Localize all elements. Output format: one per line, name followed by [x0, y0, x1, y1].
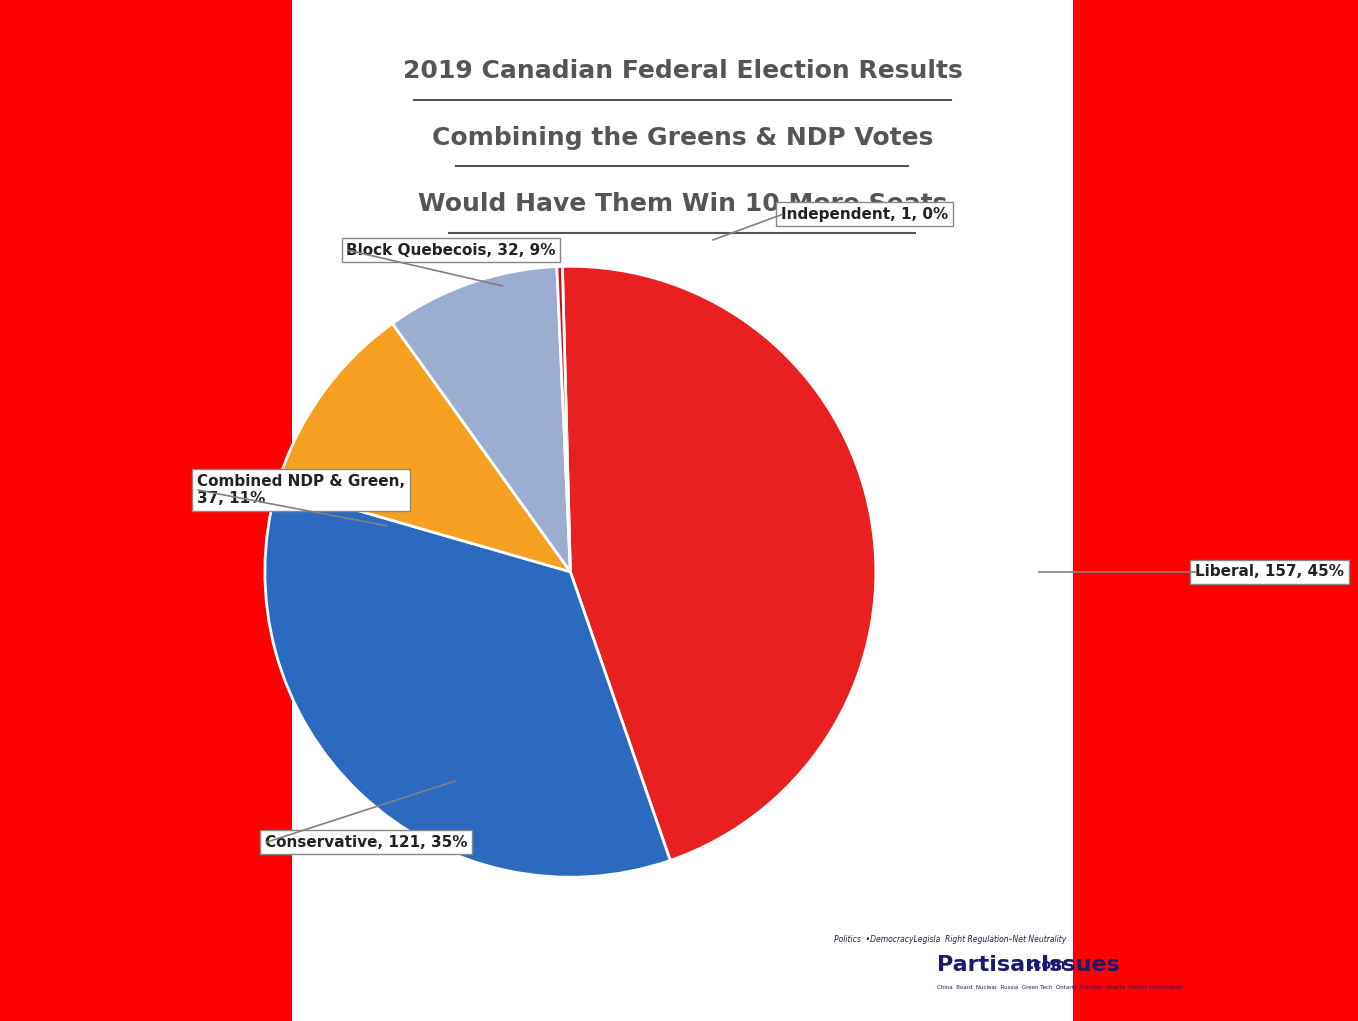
- Wedge shape: [265, 487, 671, 877]
- Text: Politics  •DemocracyLegisla  Right Regulation–Net Neutrality: Politics •DemocracyLegisla Right Regulat…: [834, 935, 1066, 943]
- Text: Conservative, 121, 35%: Conservative, 121, 35%: [265, 835, 467, 849]
- Wedge shape: [277, 324, 570, 572]
- Text: Liberal, 157, 45%: Liberal, 157, 45%: [1195, 565, 1344, 579]
- Text: Block Quebecois, 32, 9%: Block Quebecois, 32, 9%: [346, 243, 555, 257]
- Text: Would Have Them Win 10 More Seats: Would Have Them Win 10 More Seats: [418, 192, 947, 216]
- Wedge shape: [562, 266, 876, 861]
- Text: PartisanIssues: PartisanIssues: [937, 955, 1120, 975]
- Wedge shape: [557, 266, 570, 572]
- Text: .com: .com: [1028, 958, 1066, 972]
- Text: Combined NDP & Green,
37, 11%: Combined NDP & Green, 37, 11%: [197, 474, 405, 506]
- Text: Independent, 1, 0%: Independent, 1, 0%: [781, 207, 948, 222]
- Text: Combining the Greens & NDP Votes: Combining the Greens & NDP Votes: [432, 126, 933, 150]
- Wedge shape: [392, 266, 570, 572]
- Text: China  Board  Nuclear  Russia  Green Tech  Ontario  Election  Alberta  Politics : China Board Nuclear Russia Green Tech On…: [937, 985, 1183, 989]
- Text: 2019 Canadian Federal Election Results: 2019 Canadian Federal Election Results: [402, 59, 963, 84]
